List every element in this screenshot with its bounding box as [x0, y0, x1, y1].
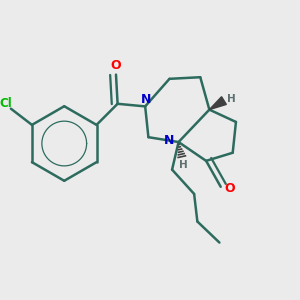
Text: H: H: [227, 94, 236, 104]
Text: N: N: [164, 134, 174, 147]
Text: Cl: Cl: [0, 97, 12, 110]
Text: N: N: [141, 93, 151, 106]
Text: H: H: [179, 160, 188, 170]
Polygon shape: [209, 97, 226, 110]
Text: O: O: [224, 182, 235, 195]
Text: O: O: [111, 59, 121, 72]
